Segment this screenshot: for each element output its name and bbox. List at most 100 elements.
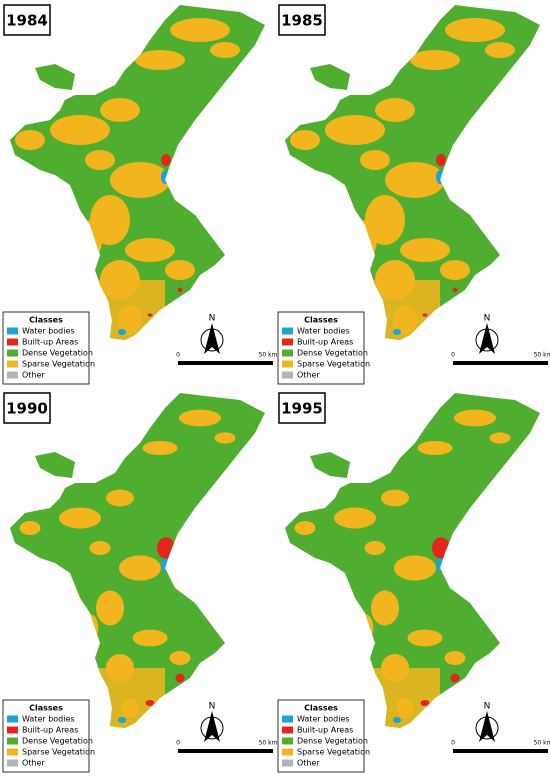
sparse-vegetation-patch (489, 432, 511, 444)
built-up-area (175, 673, 185, 683)
legend-label: Built-up Areas (22, 338, 78, 347)
sparse-vegetation-patch (356, 614, 374, 642)
map-panel: 1990 Classes Water bodies Built-up Areas Den… (2, 392, 278, 773)
legend-label: Water bodies (297, 715, 350, 724)
sparse-vegetation-patch (95, 280, 165, 340)
legend-swatch (7, 737, 18, 745)
legend-label: Water bodies (297, 327, 350, 336)
sparse-vegetation-patch (371, 590, 399, 626)
legend-swatch (282, 715, 293, 723)
legend-label: Built-up Areas (297, 338, 353, 347)
scale-start: 0 (176, 352, 180, 359)
sparse-vegetation-patch (142, 441, 178, 455)
built-up-area (177, 287, 183, 293)
scale-start: 0 (451, 352, 455, 359)
sparse-vegetation-patch (106, 489, 134, 507)
water-body (436, 558, 444, 572)
sparse-vegetation-patch (445, 18, 505, 42)
water-body (393, 717, 401, 723)
sparse-vegetation-patch (78, 220, 102, 260)
sparse-vegetation-patch (485, 42, 515, 58)
sparse-vegetation-patch (81, 614, 99, 642)
sparse-vegetation-patch (394, 555, 436, 581)
legend-swatch (282, 748, 293, 756)
legend-swatch (7, 726, 18, 734)
sparse-vegetation-patch (89, 541, 111, 555)
built-up-area (452, 287, 458, 293)
sparse-vegetation-patch (385, 162, 445, 198)
year-label: 1995 (281, 400, 323, 418)
north-label: N (209, 314, 216, 324)
sparse-vegetation-patch (19, 521, 41, 535)
sparse-vegetation-patch (96, 590, 124, 626)
sparse-vegetation-patch (210, 42, 240, 58)
sparse-vegetation-patch (353, 220, 377, 260)
sparse-vegetation-patch (110, 162, 170, 198)
legend-label: Other (22, 371, 45, 380)
sparse-vegetation-patch (179, 409, 221, 427)
legend-swatch (282, 726, 293, 734)
built-up-area (422, 313, 428, 317)
built-up-area (145, 700, 155, 706)
legend-swatch (7, 371, 18, 379)
sparse-vegetation-patch (100, 98, 140, 122)
north-label: N (484, 314, 491, 324)
north-arrow (204, 711, 220, 742)
legend-label: Dense Vegetation (22, 737, 93, 746)
sparse-vegetation-patch (375, 98, 415, 122)
legend-label: Water bodies (22, 327, 75, 336)
sparse-vegetation-patch (132, 629, 168, 647)
legend-swatch (282, 360, 293, 368)
water-body (393, 329, 401, 335)
scale-end: 50 km (534, 352, 550, 359)
legend-title: Classes (304, 316, 338, 325)
north-label: N (484, 702, 491, 712)
sparse-vegetation-patch (294, 521, 316, 535)
water-body (118, 717, 126, 723)
sparse-vegetation-patch (360, 150, 390, 170)
sparse-vegetation-patch (334, 507, 376, 529)
scale-bar (453, 361, 548, 365)
sparse-vegetation-patch (400, 238, 450, 262)
sparse-vegetation-patch (119, 555, 161, 581)
legend-swatch (7, 748, 18, 756)
legend-swatch (282, 327, 293, 335)
legend-label: Sparse Vegetation (22, 748, 95, 757)
scale-end: 50 km (534, 740, 550, 747)
sparse-vegetation-patch (364, 541, 386, 555)
legend-label: Sparse Vegetation (297, 748, 370, 757)
legend-label: Dense Vegetation (297, 349, 368, 358)
year-box (278, 392, 326, 424)
legend-swatch (282, 338, 293, 346)
legend-label: Dense Vegetation (297, 737, 368, 746)
legend-swatch (282, 737, 293, 745)
sparse-vegetation-patch (125, 238, 175, 262)
legend-swatch (7, 338, 18, 346)
legend-label: Other (297, 371, 320, 380)
scale-bar (178, 361, 273, 365)
water-body (161, 170, 169, 184)
legend-label: Built-up Areas (297, 726, 353, 735)
scale-end: 50 km (259, 740, 278, 747)
built-up-area (147, 313, 153, 317)
legend-swatch (7, 349, 18, 357)
legend-box (2, 699, 90, 773)
legend-label: Water bodies (22, 715, 75, 724)
north-arrow (204, 323, 220, 354)
sparse-vegetation-patch (59, 507, 101, 529)
legend-label: Dense Vegetation (22, 349, 93, 358)
built-up-area (420, 700, 430, 706)
sparse-vegetation-patch (444, 651, 466, 665)
sparse-vegetation-patch (410, 50, 460, 70)
sparse-vegetation-patch (370, 280, 440, 340)
sparse-vegetation-patch (95, 668, 165, 728)
sparse-vegetation-patch (370, 668, 440, 728)
sparse-vegetation-patch (454, 409, 496, 427)
legend-label: Other (297, 759, 320, 768)
built-up-area (436, 154, 446, 166)
sparse-vegetation-patch (15, 130, 45, 150)
legend-title: Classes (29, 316, 63, 325)
year-box (278, 4, 326, 36)
legend-swatch (7, 759, 18, 767)
legend-swatch (282, 371, 293, 379)
